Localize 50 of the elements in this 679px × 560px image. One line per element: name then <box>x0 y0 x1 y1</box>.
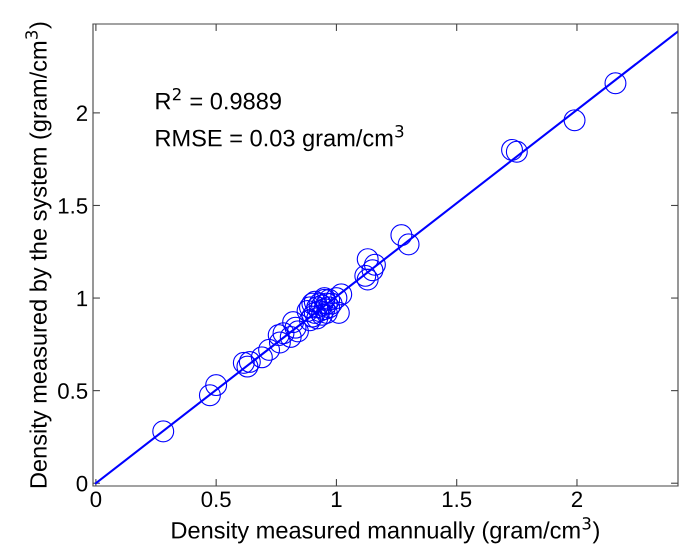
y-tick-label: 1.5 <box>58 198 88 214</box>
point <box>258 338 280 361</box>
point <box>604 72 626 94</box>
point <box>152 420 174 442</box>
annotation: RMSE = 0.03 gram/cm$^{3}$ <box>156 124 404 152</box>
point <box>286 320 309 342</box>
point <box>205 374 228 396</box>
point <box>564 109 586 132</box>
y-axis-title: Density measured by the system (gram/cm$^{3}$) <box>25 22 52 488</box>
point <box>280 326 302 348</box>
x-tick-label: 2 <box>572 491 582 507</box>
point <box>236 356 258 378</box>
point <box>398 233 420 256</box>
point <box>354 264 376 287</box>
point <box>506 140 528 163</box>
point <box>316 302 338 324</box>
point <box>318 296 340 318</box>
y-tick-label: 2 <box>76 105 88 121</box>
point <box>299 296 321 318</box>
y-tick-label: 1 <box>77 290 88 306</box>
x-axis-title: Density measured mannually (gram/cm$^{3}$) <box>172 517 599 544</box>
point <box>356 268 379 291</box>
x-tick-label: 0 <box>90 491 102 508</box>
point <box>325 287 348 310</box>
point <box>282 311 304 334</box>
point <box>356 248 379 270</box>
point <box>306 307 328 330</box>
annotation: R$^{2}$ = 0.9889 <box>156 88 281 110</box>
point <box>284 316 307 339</box>
point <box>362 259 384 282</box>
x-tick-label: 0.5 <box>202 491 231 508</box>
point <box>232 352 255 374</box>
point <box>272 322 294 344</box>
point <box>250 346 273 368</box>
y-tick-label: 0.5 <box>58 383 88 399</box>
point <box>390 224 412 246</box>
x-tick-label: 1.5 <box>442 492 472 508</box>
x-tick-label: 1 <box>332 492 342 507</box>
point <box>501 138 523 161</box>
point <box>318 288 340 311</box>
point <box>330 283 352 306</box>
point <box>268 332 291 354</box>
point <box>268 324 290 346</box>
point <box>299 309 321 332</box>
point <box>320 292 343 315</box>
y-tick-label: 0 <box>76 476 88 492</box>
point <box>364 254 386 276</box>
point <box>238 350 261 373</box>
point <box>198 384 221 406</box>
point <box>328 302 350 324</box>
